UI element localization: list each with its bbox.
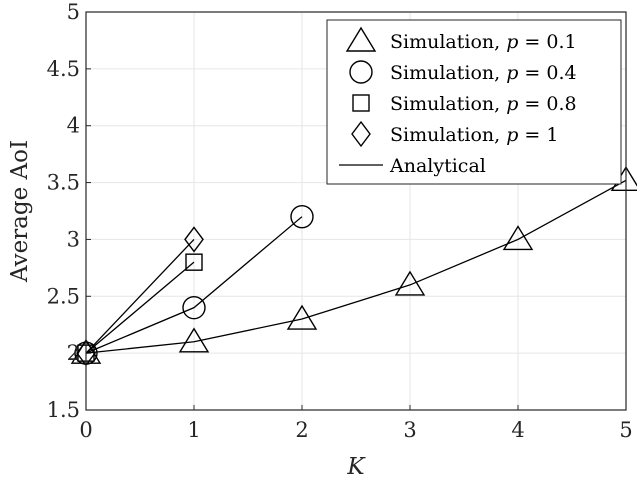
legend-label: Simulation, p = 1 bbox=[390, 124, 558, 146]
series-markers bbox=[70, 165, 637, 367]
legend-marker-square bbox=[352, 94, 370, 112]
legend-label-value: = 0.1 bbox=[518, 31, 576, 53]
series-line-1 bbox=[85, 179, 627, 354]
legend-label-var: p bbox=[506, 62, 518, 84]
legend-item: Analytical bbox=[339, 155, 486, 177]
legend-label-value: = 1 bbox=[518, 124, 558, 146]
legend-item: Simulation, p = 0.8 bbox=[352, 93, 577, 115]
series-line-2 bbox=[85, 216, 303, 354]
legend-label-prefix: Simulation, bbox=[390, 124, 506, 146]
x-tick-label: 0 bbox=[79, 418, 92, 442]
y-tick-labels: 1.5 2 2.5 3 3.5 4 4.5 5 bbox=[47, 0, 80, 422]
legend-item: Simulation, p = 0.4 bbox=[349, 60, 577, 84]
legend-label-var: p bbox=[506, 93, 518, 115]
x-tick-label: 2 bbox=[295, 418, 308, 442]
x-tick-label: 3 bbox=[403, 418, 416, 442]
y-tick-label: 5 bbox=[67, 0, 80, 24]
series-line-4 bbox=[85, 238, 195, 354]
x-tick-label: 5 bbox=[619, 418, 632, 442]
legend-label: Simulation, p = 0.8 bbox=[390, 93, 577, 115]
legend-marker-diamond bbox=[351, 120, 371, 148]
legend-box bbox=[326, 19, 622, 185]
series-1-point bbox=[178, 327, 210, 353]
y-tick-label: 4 bbox=[67, 114, 80, 138]
legend-label-prefix: Simulation, bbox=[390, 31, 506, 53]
series-2-point bbox=[290, 204, 314, 229]
y-tick-label: 3 bbox=[67, 227, 80, 251]
legend-label-var: p bbox=[506, 31, 518, 53]
plot-frame bbox=[85, 11, 627, 411]
legend-label-prefix: Simulation, bbox=[390, 93, 506, 115]
y-tick-label: 1.5 bbox=[47, 398, 80, 422]
legend-label-prefix: Analytical bbox=[389, 155, 486, 177]
legend-label-value: = 0.4 bbox=[518, 62, 576, 84]
y-tick-label: 4.5 bbox=[47, 57, 80, 81]
series-1-point bbox=[394, 270, 426, 296]
legend-label: Analytical bbox=[389, 155, 486, 177]
y-tick-label: 2 bbox=[67, 341, 80, 365]
series-4-point bbox=[184, 226, 204, 253]
legend-item: Simulation, p = 0.1 bbox=[345, 26, 577, 53]
series-1-point bbox=[286, 304, 318, 330]
y-tick-label: 2.5 bbox=[47, 284, 80, 308]
legend-marker-triangle bbox=[345, 26, 377, 52]
x-tick-labels: 0 1 2 3 4 5 bbox=[79, 418, 632, 442]
legend-label-prefix: Simulation, bbox=[390, 62, 506, 84]
series-3-point bbox=[185, 253, 203, 271]
x-tick-label: 1 bbox=[187, 418, 200, 442]
legend-label-var: p bbox=[506, 124, 518, 146]
legend-label: Simulation, p = 0.1 bbox=[390, 31, 577, 53]
series-lines bbox=[85, 179, 627, 354]
legend-label-value: = 0.8 bbox=[518, 93, 576, 115]
legend-marker-circle bbox=[349, 60, 373, 84]
legend-item: Simulation, p = 1 bbox=[351, 120, 558, 148]
x-axis-label: K bbox=[346, 454, 366, 480]
y-axis-label: Average AoI bbox=[7, 140, 33, 283]
series-line-3 bbox=[85, 261, 195, 354]
series-2-point bbox=[182, 295, 206, 320]
series-1-point bbox=[502, 225, 534, 251]
legend-label: Simulation, p = 0.4 bbox=[390, 62, 577, 84]
x-tick-label: 4 bbox=[511, 418, 524, 442]
y-tick-label: 3.5 bbox=[47, 171, 80, 195]
